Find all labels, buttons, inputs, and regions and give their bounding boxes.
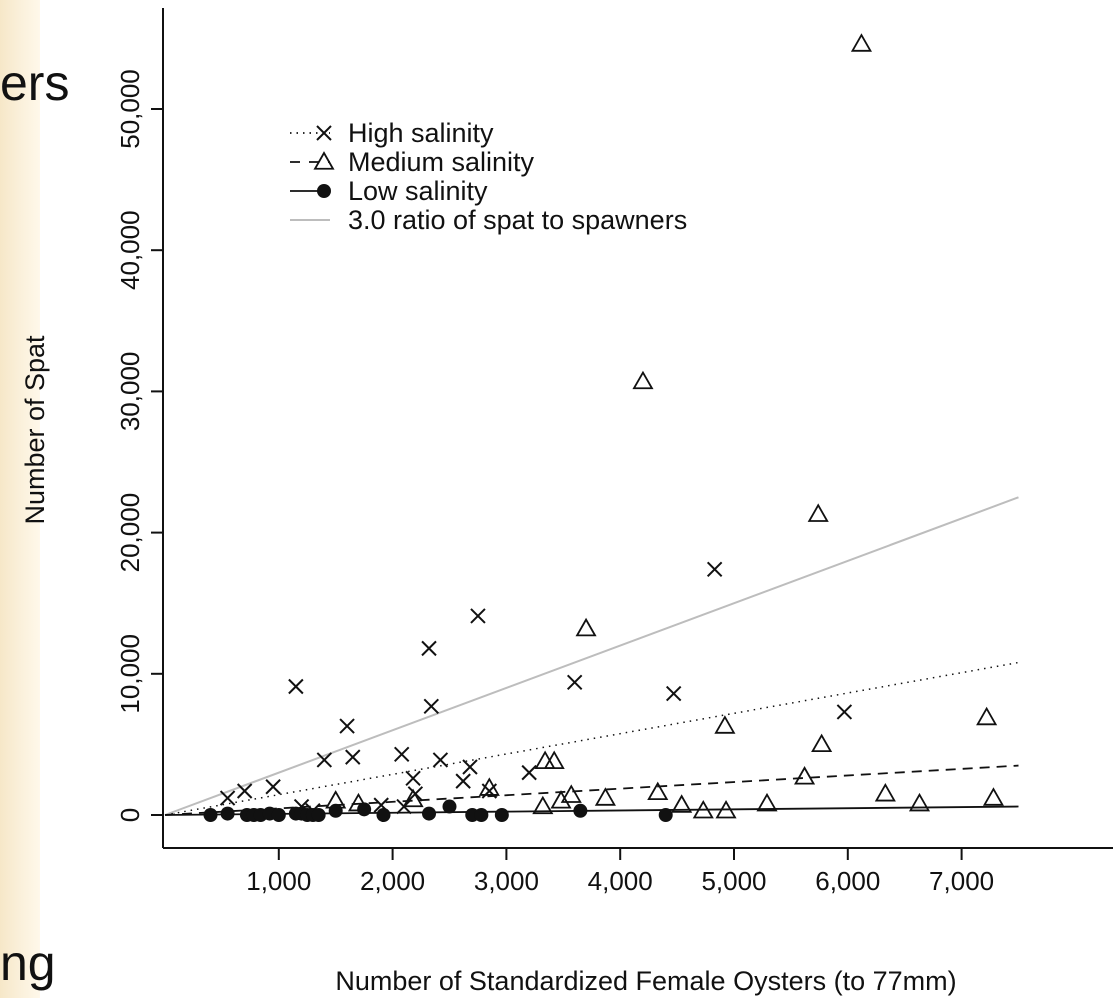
axes: 1,000 2,000 3,000 4,000 5,000 6,000 7,000 0 10,0… xyxy=(115,8,1113,896)
low-salinity-point xyxy=(474,808,489,822)
x-tick-label: 6,000 xyxy=(815,866,880,896)
legend-item-medium-salinity: Medium salinity xyxy=(290,147,535,177)
medium-salinity-point xyxy=(756,792,778,812)
low-salinity-point xyxy=(658,808,673,822)
high-salinity-point xyxy=(455,773,471,789)
y-tick-label: 30,000 xyxy=(115,352,145,432)
low-salinity-point xyxy=(573,803,588,818)
high-salinity-point xyxy=(288,678,304,695)
medium-salinity-point xyxy=(714,715,736,734)
data-points xyxy=(203,33,1005,822)
x-axis-title: Number of Standardized Female Oysters (t… xyxy=(335,966,956,996)
low-salinity-point xyxy=(203,808,218,822)
medium-salinity-point xyxy=(908,792,931,812)
ratio-reference-line xyxy=(164,496,1019,816)
high-salinity-point xyxy=(236,783,253,799)
high-salinity-point xyxy=(316,752,333,768)
legend-label: 3.0 ratio of spat to spawners xyxy=(348,205,687,235)
legend-item-high-salinity: High salinity xyxy=(290,118,494,148)
high-salinity-point xyxy=(219,790,236,806)
medium-salinity-point xyxy=(543,750,565,769)
low-salinity-point xyxy=(494,808,509,822)
low-salinity-point xyxy=(311,808,326,822)
y-tick-label: 40,000 xyxy=(115,210,145,290)
medium-salinity-point xyxy=(671,794,693,813)
x-tick-label: 2,000 xyxy=(360,866,425,896)
medium-salinity-point xyxy=(478,777,500,796)
low-salinity-point xyxy=(442,799,457,814)
medium-salinity-point xyxy=(534,750,556,769)
medium-salinity-point xyxy=(647,781,669,801)
low-salinity-point xyxy=(376,808,391,822)
medium-salinity-point xyxy=(560,784,582,803)
medium-salinity-point xyxy=(550,790,572,809)
high-salinity-point xyxy=(470,608,486,624)
low-salinity-point xyxy=(328,803,343,818)
high-salinity-point xyxy=(421,640,437,657)
high-salinity-point xyxy=(665,685,682,702)
low-salinity-point xyxy=(422,806,437,821)
low-salinity-point xyxy=(271,808,286,822)
trend-lines xyxy=(164,496,1019,816)
x-tick-label: 4,000 xyxy=(588,866,653,896)
medium-salinity-point xyxy=(811,733,833,753)
high-salinity-point xyxy=(836,704,853,720)
legend-label: High salinity xyxy=(348,118,494,148)
legend-marker xyxy=(316,125,332,141)
low-salinity-point xyxy=(220,806,235,821)
legend-marker xyxy=(313,151,335,170)
low-salinity-point xyxy=(357,802,372,817)
medium-salinity-point xyxy=(402,788,424,808)
legend-item-3-0-ratio-of-spat-to-spawners: 3.0 ratio of spat to spawners xyxy=(290,205,687,235)
medium-salinity-point xyxy=(982,787,1005,806)
medium-salinity-point xyxy=(692,799,714,819)
medium-salinity-point xyxy=(575,617,597,637)
legend-item-low-salinity: Low salinity xyxy=(290,176,488,206)
y-tick-label: 20,000 xyxy=(115,493,145,573)
medium-salinity-point xyxy=(632,370,654,390)
high-salinity-fit-line xyxy=(164,661,1019,816)
high-salinity-point xyxy=(462,759,478,775)
high-salinity-point xyxy=(393,746,410,762)
high-salinity-point xyxy=(405,770,421,786)
y-tick-label: 10,000 xyxy=(115,634,145,714)
slide-background-strip xyxy=(0,0,40,998)
y-tick-label: 50,000 xyxy=(115,69,145,149)
high-salinity-point xyxy=(345,749,361,765)
medium-salinity-point xyxy=(874,783,896,802)
high-salinity-point xyxy=(432,752,449,768)
slide-text-fragment-bottom: ng xyxy=(0,935,56,991)
high-salinity-point xyxy=(423,698,439,714)
y-axis-title: Number of Spat xyxy=(20,335,50,525)
legend-label: Low salinity xyxy=(348,176,488,206)
legend-label: Medium salinity xyxy=(348,147,535,177)
x-tick-label: 5,000 xyxy=(701,866,766,896)
y-tick-label: 0 xyxy=(115,808,145,822)
high-salinity-point xyxy=(521,764,537,781)
high-salinity-point xyxy=(339,718,355,734)
high-salinity-point xyxy=(706,561,723,578)
legend-marker xyxy=(317,184,331,198)
medium-salinity-fit-line xyxy=(164,764,1019,816)
medium-salinity-point xyxy=(850,33,873,52)
x-tick-label: 3,000 xyxy=(474,866,539,896)
high-salinity-point xyxy=(265,779,281,795)
medium-salinity-point xyxy=(794,766,816,785)
medium-salinity-point xyxy=(532,795,554,815)
x-tick-label: 7,000 xyxy=(929,866,994,896)
medium-salinity-point xyxy=(976,706,998,726)
x-tick-label: 1,000 xyxy=(246,866,311,896)
medium-salinity-point xyxy=(594,787,616,806)
slide-text-fragment-top: ers xyxy=(0,55,70,111)
medium-salinity-point xyxy=(715,799,737,819)
high-salinity-point xyxy=(566,674,583,690)
medium-salinity-point xyxy=(807,503,829,522)
